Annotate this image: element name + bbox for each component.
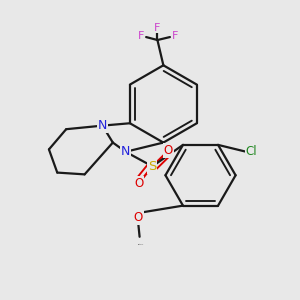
Text: O: O: [164, 144, 173, 157]
Text: O: O: [134, 177, 143, 190]
Text: Cl: Cl: [246, 145, 257, 158]
Text: S: S: [148, 160, 157, 173]
Text: O: O: [134, 211, 143, 224]
Text: N: N: [121, 145, 130, 158]
Text: F: F: [154, 22, 161, 32]
Text: F: F: [138, 31, 144, 40]
Text: F: F: [172, 31, 178, 40]
Text: O: O: [134, 211, 143, 224]
Text: N: N: [98, 119, 107, 132]
Text: methoxy: methoxy: [138, 244, 144, 245]
